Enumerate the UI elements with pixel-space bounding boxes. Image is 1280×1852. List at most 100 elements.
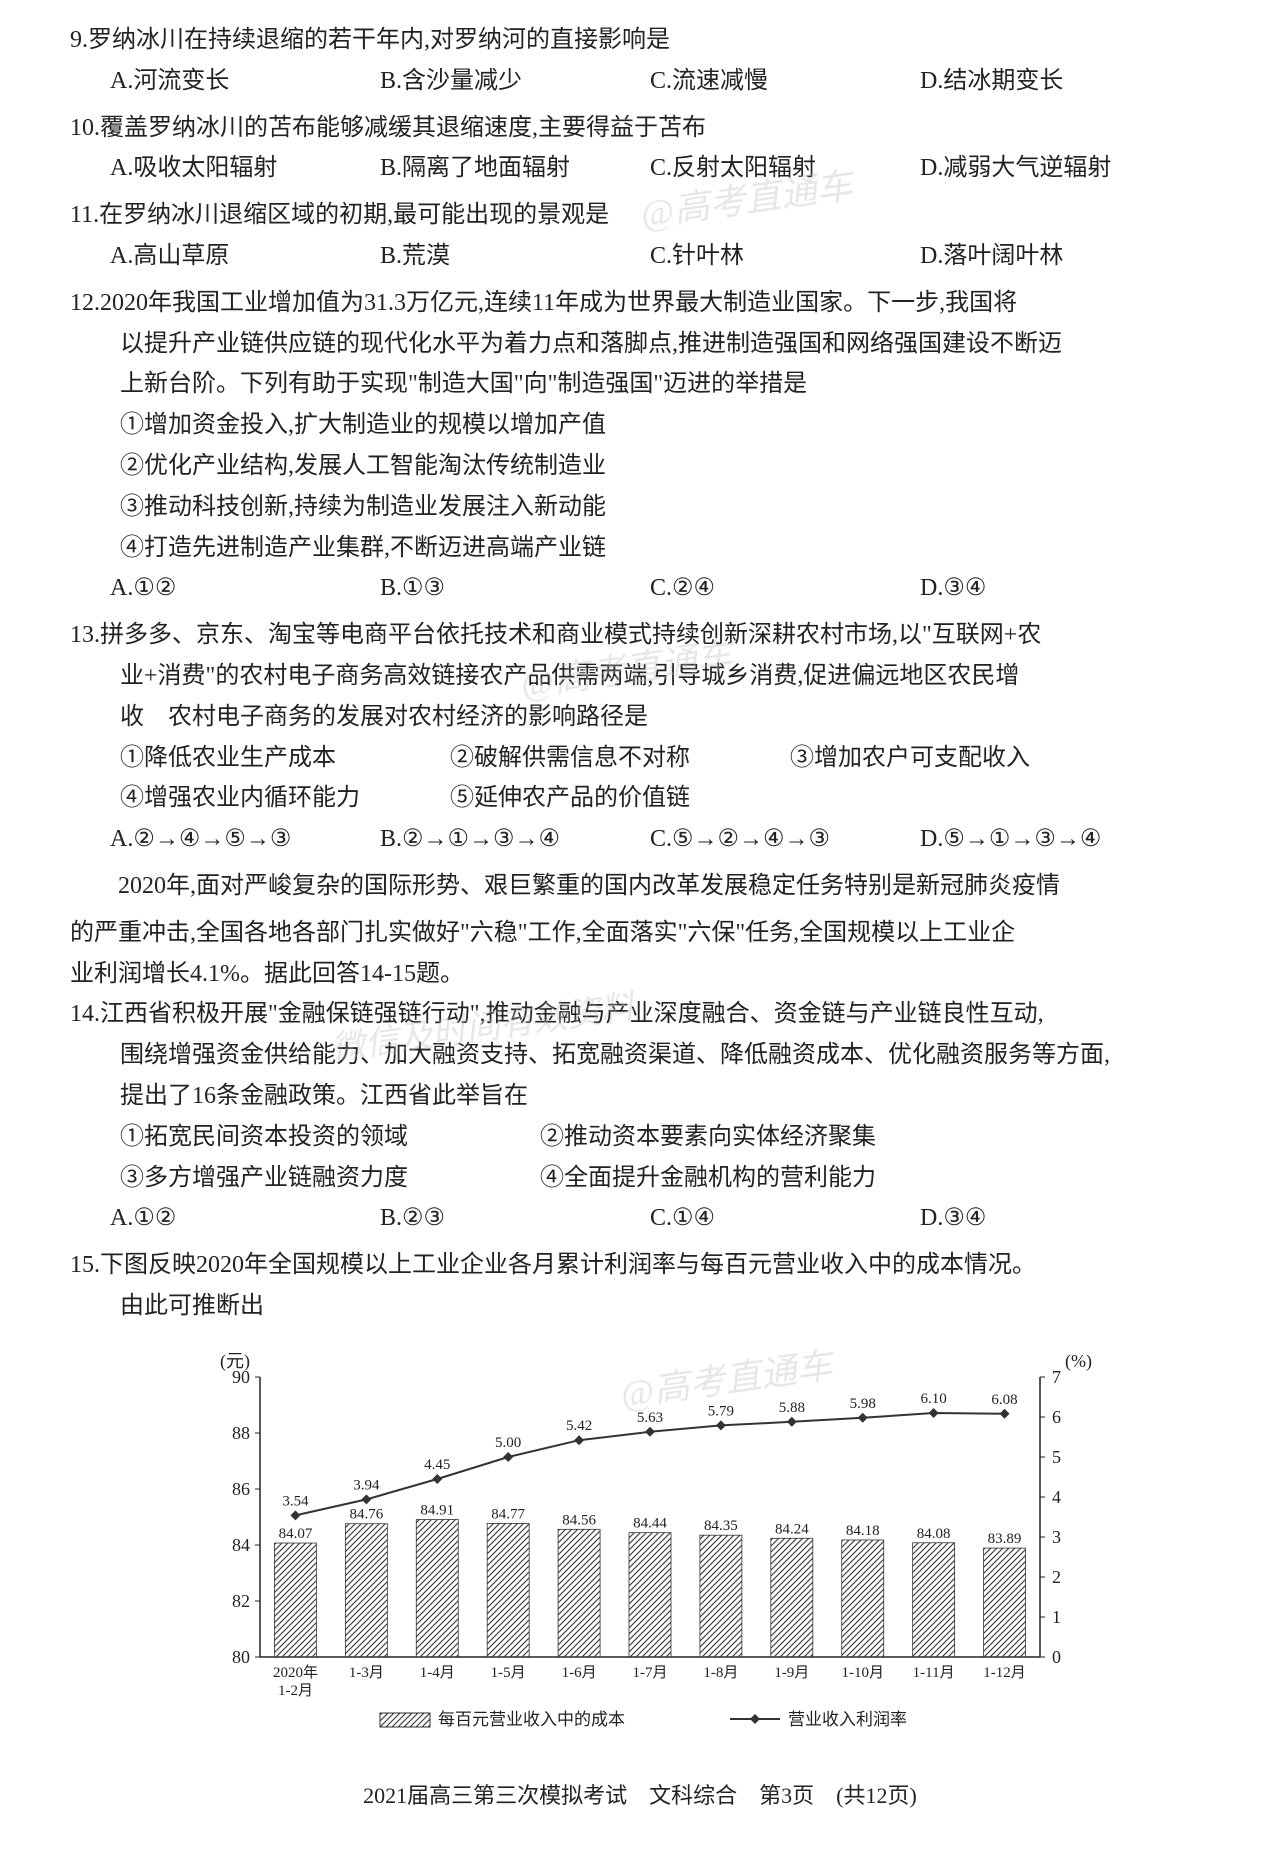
- q13-opt-d: D.⑤→①→③→④: [920, 819, 1190, 860]
- q9-opt-c: C.流速减慢: [650, 61, 920, 102]
- svg-text:2020年: 2020年: [273, 1664, 318, 1681]
- q9-opt-b: B.含沙量减少: [380, 61, 650, 102]
- svg-text:6: 6: [1052, 1407, 1061, 1427]
- q12-item2: ②优化产业结构,发展人工智能淘汰传统制造业: [70, 446, 1210, 487]
- q11-text: 11.在罗纳冰川退缩区域的初期,最可能出现的景观是: [70, 195, 1210, 236]
- q10-text: 10.覆盖罗纳冰川的苫布能够减缓其退缩速度,主要得益于苫布: [70, 108, 1210, 149]
- q12-text1: 12.2020年我国工业增加值为31.3万亿元,连续11年成为世界最大制造业国家…: [70, 283, 1210, 324]
- q13-sub3: ③增加农户可支配收入: [790, 738, 1030, 779]
- svg-text:84.91: 84.91: [420, 1502, 454, 1518]
- q12-item3: ③推动科技创新,持续为制造业发展注入新动能: [70, 487, 1210, 528]
- svg-text:84.56: 84.56: [562, 1512, 596, 1528]
- question-9: 9.罗纳冰川在持续退缩的若干年内,对罗纳河的直接影响是 A.河流变长 B.含沙量…: [70, 20, 1210, 102]
- q13-sub4: ④增强农业内循环能力: [120, 778, 450, 819]
- svg-text:80: 80: [232, 1647, 250, 1667]
- q14-sub2: ②推动资本要素向实体经济聚集: [540, 1117, 1210, 1158]
- q10-opt-b: B.隔离了地面辐射: [380, 148, 650, 189]
- chart-container: (元)(%)8082848688900123456784.0784.7684.9…: [190, 1347, 1090, 1747]
- svg-text:84.44: 84.44: [633, 1515, 667, 1531]
- svg-text:90: 90: [232, 1367, 250, 1387]
- svg-text:营业收入利润率: 营业收入利润率: [788, 1710, 907, 1729]
- q12-text2: 以提升产业链供应链的现代化水平为着力点和落脚点,推进制造强国和网络强国建设不断迈: [70, 324, 1210, 365]
- q11-opt-a: A.高山草原: [110, 236, 380, 277]
- q14-sub3: ③多方增强产业链融资力度: [120, 1158, 540, 1199]
- q14-sub1: ①拓宽民间资本投资的领域: [120, 1117, 540, 1158]
- q13-opt-c: C.⑤→②→④→③: [650, 819, 920, 860]
- svg-text:7: 7: [1052, 1367, 1061, 1387]
- svg-text:84.18: 84.18: [846, 1523, 880, 1539]
- q10-opt-a: A.吸收太阳辐射: [110, 148, 380, 189]
- q15-text2: 由此可推断出: [70, 1286, 1210, 1327]
- q14-text2: 围绕增强资金供给能力、加大融资支持、拓宽融资渠道、降低融资成本、优化融资服务等方…: [70, 1035, 1210, 1076]
- svg-text:84.77: 84.77: [491, 1506, 525, 1522]
- q11-options: A.高山草原 B.荒漠 C.针叶林 D.落叶阔叶林: [70, 236, 1210, 277]
- svg-text:1-11月: 1-11月: [913, 1665, 955, 1681]
- chart-svg: (元)(%)8082848688900123456784.0784.7684.9…: [190, 1347, 1110, 1747]
- svg-text:6.08: 6.08: [991, 1392, 1017, 1408]
- svg-text:1-8月: 1-8月: [703, 1665, 738, 1681]
- q14-text1: 14.江西省积极开展"金融保链强链行动",推动金融与产业深度融合、资金链与产业链…: [70, 994, 1210, 1035]
- q9-opt-a: A.河流变长: [110, 61, 380, 102]
- q10-opt-d: D.减弱大气逆辐射: [920, 148, 1190, 189]
- q14-opt-d: D.③④: [920, 1198, 1190, 1239]
- q12-opt-a: A.①②: [110, 568, 380, 609]
- question-13: 13.拼多多、京东、淘宝等电商平台依托技术和商业模式持续创新深耕农村市场,以"互…: [70, 615, 1210, 860]
- svg-text:5.42: 5.42: [566, 1418, 592, 1434]
- q10-opt-c: C.反射太阳辐射: [650, 148, 920, 189]
- svg-text:1-3月: 1-3月: [349, 1665, 384, 1681]
- q13-text2: 业+消费"的农村电子商务高效链接农产品供需两端,引导城乡消费,促进偏远地区农民增: [70, 656, 1210, 697]
- q14-opt-a: A.①②: [110, 1198, 380, 1239]
- svg-text:88: 88: [232, 1423, 250, 1443]
- svg-text:1-6月: 1-6月: [562, 1665, 597, 1681]
- svg-text:1-10月: 1-10月: [841, 1665, 884, 1681]
- svg-text:84.24: 84.24: [775, 1521, 809, 1537]
- svg-text:2: 2: [1052, 1567, 1061, 1587]
- svg-text:1-2月: 1-2月: [278, 1683, 313, 1699]
- q12-item4: ④打造先进制造产业集群,不断迈进高端产业链: [70, 528, 1210, 569]
- svg-text:5.00: 5.00: [495, 1435, 521, 1451]
- q13-sub1: ①降低农业生产成本: [120, 738, 450, 779]
- svg-text:3: 3: [1052, 1527, 1061, 1547]
- question-12: 12.2020年我国工业增加值为31.3万亿元,连续11年成为世界最大制造业国家…: [70, 283, 1210, 609]
- svg-text:86: 86: [232, 1479, 250, 1499]
- passage-p1: 2020年,面对严峻复杂的国际形势、艰巨繁重的国内改革发展稳定任务特别是新冠肺炎…: [70, 866, 1210, 907]
- question-10: 10.覆盖罗纳冰川的苫布能够减缓其退缩速度,主要得益于苫布 A.吸收太阳辐射 B…: [70, 108, 1210, 190]
- page-footer: 2021届高三第三次模拟考试 文科综合 第3页 (共12页): [70, 1777, 1210, 1814]
- svg-text:5: 5: [1052, 1447, 1061, 1467]
- svg-text:0: 0: [1052, 1647, 1061, 1667]
- svg-text:1-7月: 1-7月: [633, 1665, 668, 1681]
- svg-text:84: 84: [232, 1535, 250, 1555]
- svg-text:1: 1: [1052, 1607, 1061, 1627]
- q13-options: A.②→④→⑤→③ B.②→①→③→④ C.⑤→②→④→③ D.⑤→①→③→④: [70, 819, 1210, 860]
- passage-p3: 业利润增长4.1%。据此回答14-15题。: [70, 954, 1210, 995]
- q11-opt-d: D.落叶阔叶林: [920, 236, 1190, 277]
- q11-opt-c: C.针叶林: [650, 236, 920, 277]
- q13-opt-a: A.②→④→⑤→③: [110, 819, 380, 860]
- q9-options: A.河流变长 B.含沙量减少 C.流速减慢 D.结冰期变长: [70, 61, 1210, 102]
- q9-opt-d: D.结冰期变长: [920, 61, 1190, 102]
- svg-text:5.79: 5.79: [708, 1403, 734, 1419]
- question-14: 14.江西省积极开展"金融保链强链行动",推动金融与产业深度融合、资金链与产业链…: [70, 994, 1210, 1239]
- svg-text:4: 4: [1052, 1487, 1061, 1507]
- q13-sub2: ②破解供需信息不对称: [450, 738, 790, 779]
- svg-text:84.76: 84.76: [349, 1506, 383, 1522]
- q14-text3: 提出了16条金融政策。江西省此举旨在: [70, 1076, 1210, 1117]
- svg-text:3.54: 3.54: [282, 1493, 309, 1509]
- q12-text3: 上新台阶。下列有助于实现"制造大国"向"制造强国"迈进的举措是: [70, 364, 1210, 405]
- svg-text:84.08: 84.08: [917, 1525, 951, 1541]
- svg-text:每百元营业收入中的成本: 每百元营业收入中的成本: [438, 1710, 625, 1729]
- svg-text:84.35: 84.35: [704, 1518, 738, 1534]
- svg-text:82: 82: [232, 1591, 250, 1611]
- svg-text:4.45: 4.45: [424, 1457, 450, 1473]
- svg-text:3.94: 3.94: [353, 1477, 380, 1493]
- q12-opt-d: D.③④: [920, 568, 1190, 609]
- q14-opt-c: C.①④: [650, 1198, 920, 1239]
- q13-opt-b: B.②→①→③→④: [380, 819, 650, 860]
- q12-options: A.①② B.①③ C.②④ D.③④: [70, 568, 1210, 609]
- svg-text:5.88: 5.88: [779, 1400, 805, 1416]
- q13-sub5: ⑤延伸农产品的价值链: [450, 778, 690, 819]
- svg-text:1-5月: 1-5月: [491, 1665, 526, 1681]
- q14-sub4: ④全面提升金融机构的营利能力: [540, 1158, 1210, 1199]
- svg-text:5.63: 5.63: [637, 1410, 663, 1426]
- svg-text:5.98: 5.98: [850, 1396, 876, 1412]
